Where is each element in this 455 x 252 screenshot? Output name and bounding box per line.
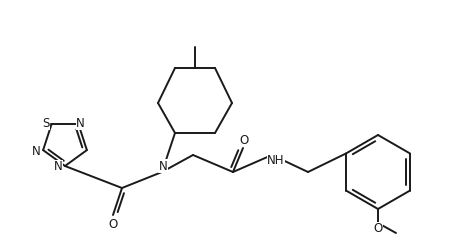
Text: N: N: [76, 117, 85, 130]
Text: N: N: [32, 145, 40, 158]
Text: O: O: [373, 223, 382, 236]
Text: NH: NH: [267, 154, 284, 168]
Text: S: S: [42, 117, 49, 130]
Text: O: O: [108, 217, 117, 231]
Text: N: N: [158, 160, 167, 173]
Text: O: O: [239, 134, 248, 146]
Text: N: N: [54, 161, 62, 173]
